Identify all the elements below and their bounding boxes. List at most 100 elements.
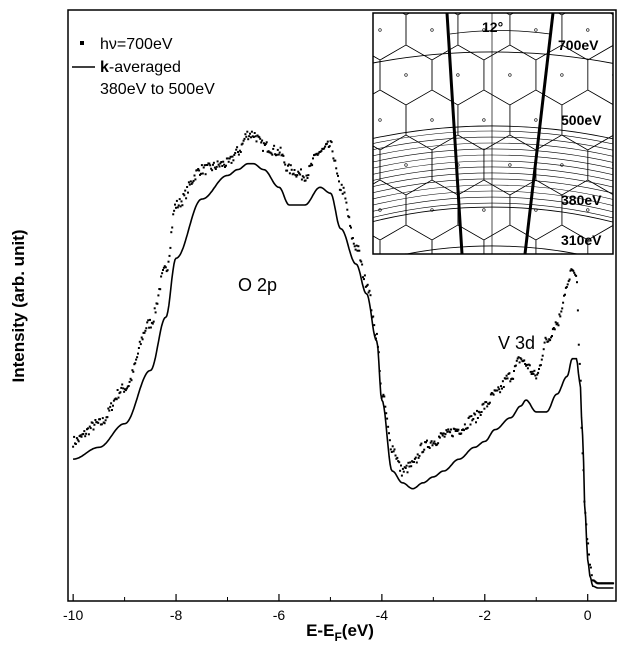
data-point [191,181,194,184]
legend-line-label-bold: k [100,59,109,76]
data-point [112,404,114,407]
data-point [272,147,275,150]
data-point [590,574,593,577]
data-point [168,254,171,257]
data-point [443,435,446,438]
inset-hexagon [406,270,458,330]
data-point [206,164,209,166]
inset-energy-arc [405,245,579,254]
data-point [299,173,302,176]
data-point [153,307,156,310]
inset-zone-center [586,208,590,212]
data-point [220,161,223,163]
data-point [99,418,101,421]
data-point [226,157,229,160]
data-point [286,169,289,172]
data-point [539,364,542,367]
data-point [320,149,323,152]
data-point [287,164,289,167]
data-point [466,426,469,429]
data-point [508,372,511,375]
data-point [445,429,448,432]
data-point [104,419,107,422]
data-point [103,422,106,425]
data-point [262,149,264,152]
data-point [398,461,401,464]
data-point [253,132,256,134]
data-point [138,340,141,343]
data-point [391,445,394,448]
data-point [208,162,211,165]
data-point [203,164,206,167]
data-point [372,315,375,318]
data-point [478,411,481,414]
data-point [379,382,382,385]
data-point [541,354,544,357]
data-point [573,271,576,274]
data-point [115,398,118,401]
inset-zone-center [560,163,564,167]
data-point [529,370,532,373]
data-point [110,402,113,405]
data-point [346,208,349,211]
data-point [82,433,85,435]
data-point [567,280,570,283]
data-point [416,453,419,456]
inset-zone-center [482,208,486,212]
data-point [551,328,554,331]
data-point [182,193,185,195]
data-point [199,173,201,176]
data-point [222,160,225,163]
data-point [173,209,176,212]
inset-hexagon [373,145,381,185]
data-point [87,433,90,436]
data-point [468,415,471,418]
data-point [141,338,144,341]
data-point [163,265,166,268]
data-point [449,431,452,434]
data-point [498,388,501,391]
inset-zone-center [612,163,613,167]
inset-right-boundary [523,13,555,254]
data-point [480,411,483,413]
data-point [334,159,337,162]
data-point [566,283,569,286]
data-point [170,231,173,234]
data-point [84,435,87,438]
data-point [340,183,343,186]
data-point [131,369,134,372]
data-point [159,288,162,291]
data-point [469,423,472,426]
data-point [277,153,280,156]
data-point [568,278,571,281]
data-point [577,343,580,346]
data-point [520,358,523,361]
inset-zone-center [586,118,590,122]
data-point [144,329,147,332]
data-point [169,246,172,249]
data-point [305,174,308,177]
data-point [432,442,435,445]
data-point [565,286,568,288]
data-point [350,226,352,229]
data-point [453,428,456,431]
x-axis: -10 -8 -6 -4 -2 0 [63,594,592,623]
data-point [542,348,545,351]
data-point [256,134,259,137]
data-point [162,269,164,271]
data-point [572,269,575,272]
data-point [264,142,267,145]
data-point [386,417,389,420]
data-point [157,294,160,297]
data-point [437,442,440,445]
data-point [132,370,135,373]
data-point [130,379,133,382]
data-point [343,191,346,194]
inset-hexagon [373,235,381,254]
data-point [312,157,314,160]
data-point [338,180,340,183]
data-point [479,414,482,416]
data-point [560,310,563,313]
inset-zone-center [430,28,434,32]
inset-hexagon [302,180,354,240]
